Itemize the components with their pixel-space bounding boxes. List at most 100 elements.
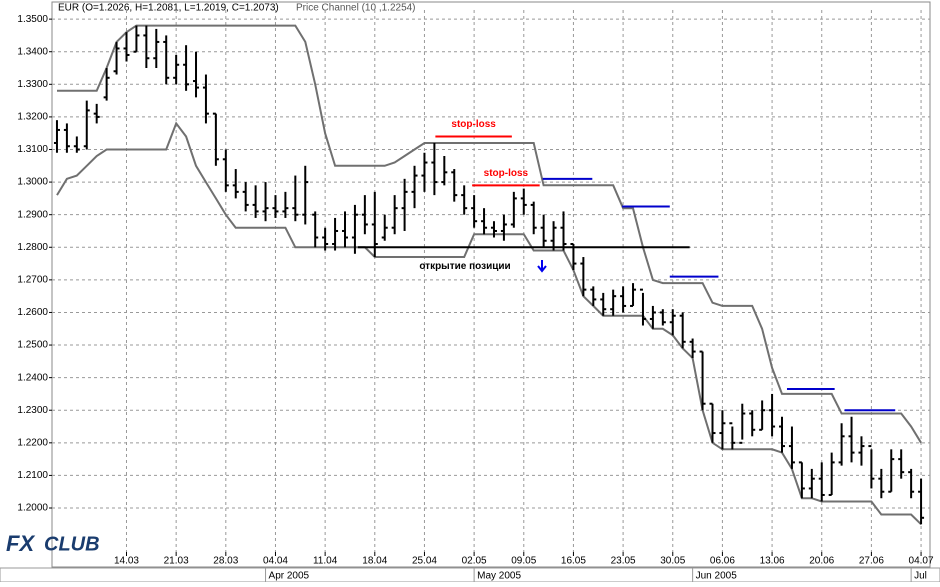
ohlc-bar xyxy=(610,289,617,316)
ohlc-bar xyxy=(888,449,895,493)
ohlc-bar xyxy=(798,461,805,499)
ohlc-bar xyxy=(312,211,319,248)
annotation-label: stop-loss xyxy=(484,168,529,179)
ohlc-bar xyxy=(858,436,865,466)
ohlc-bar xyxy=(510,191,517,228)
ohlc-bar xyxy=(441,156,448,186)
ohlc-bar xyxy=(600,292,607,316)
y-tick-label: 1.2800 xyxy=(17,242,48,253)
annotation-label: открытие позиции xyxy=(419,261,510,272)
ohlc-bar xyxy=(242,182,249,212)
ohlc-bar xyxy=(411,165,418,209)
x-tick-label: 02.05 xyxy=(462,556,487,567)
y-tick-label: 1.2000 xyxy=(17,503,48,514)
ohlc-bar xyxy=(481,208,488,235)
ohlc-bar xyxy=(769,393,776,437)
ohlc-bar xyxy=(570,243,577,271)
y-tick-label: 1.3100 xyxy=(17,144,48,155)
ohlc-bar xyxy=(540,214,547,248)
month-label: May 2005 xyxy=(477,571,521,582)
y-tick-label: 1.3200 xyxy=(17,112,48,123)
month-label: Jul xyxy=(914,571,927,582)
ohlc-bar xyxy=(183,45,190,91)
ohlc-bar xyxy=(262,182,269,222)
ohlc-bar xyxy=(113,41,120,75)
ohlc-bar xyxy=(898,449,905,479)
ohlc-bar xyxy=(272,195,279,218)
y-tick-label: 1.2600 xyxy=(17,307,48,318)
ohlc-bar xyxy=(63,123,70,153)
ohlc-bar xyxy=(292,175,299,222)
ohlc-bar xyxy=(520,188,527,215)
ohlc-bar xyxy=(222,149,229,192)
y-tick-label: 1.2500 xyxy=(17,340,48,351)
ohlc-bar xyxy=(163,35,170,85)
x-tick-label: 30.05 xyxy=(660,556,685,567)
ohlc-bar xyxy=(689,338,696,359)
ohlc-bar xyxy=(878,468,885,499)
ohlc-bar xyxy=(332,217,339,251)
ohlc-bar xyxy=(620,286,627,313)
ohlc-bar xyxy=(639,288,646,326)
y-tick-label: 1.2200 xyxy=(17,437,48,448)
x-tick-label: 14.03 xyxy=(114,556,139,567)
month-label: Apr 2005 xyxy=(269,571,310,582)
ohlc-bar xyxy=(451,169,458,202)
ohlc-bar xyxy=(302,165,309,225)
ohlc-bar xyxy=(381,214,388,241)
ohlc-bar xyxy=(361,195,368,235)
month-bar xyxy=(0,567,940,583)
ohlc-bar xyxy=(500,214,507,241)
sell-arrow xyxy=(537,260,547,273)
ohlc-bar xyxy=(918,478,925,525)
ohlc-bar xyxy=(490,221,497,238)
ohlc-bar xyxy=(659,309,666,326)
ohlc-bar xyxy=(828,452,835,496)
ohlc-bar xyxy=(212,112,219,166)
ohlc-bar xyxy=(173,54,180,85)
y-tick-label: 1.3400 xyxy=(17,46,48,57)
ohlc-bar xyxy=(818,462,825,502)
x-tick-label: 20.06 xyxy=(809,556,834,567)
ohlc-bar xyxy=(679,312,686,349)
ohlc-bar xyxy=(848,416,855,463)
ohlc-bar xyxy=(729,422,736,450)
y-tick-label: 1.3500 xyxy=(17,14,48,25)
ohlc-bar xyxy=(431,142,438,196)
logo-right: CLUB xyxy=(44,533,100,555)
x-tick-label: 18.04 xyxy=(362,556,387,567)
x-tick-label: 11.04 xyxy=(313,556,338,567)
x-tick-label: 06.06 xyxy=(710,556,735,567)
x-tick-label: 27.06 xyxy=(859,556,884,567)
ohlc-bar xyxy=(391,195,398,235)
x-tick-label: 23.05 xyxy=(611,556,636,567)
channel-upper xyxy=(57,24,922,444)
ohlc-bar xyxy=(401,178,408,231)
ohlc-bar xyxy=(193,51,200,98)
ohlc-bar xyxy=(341,211,348,248)
ohlc-bar xyxy=(838,423,845,466)
y-tick-label: 1.2700 xyxy=(17,275,48,286)
x-tick-label: 04.04 xyxy=(263,556,288,567)
ohlc-bar xyxy=(630,283,637,307)
ohlc-bar xyxy=(580,257,587,297)
ohlc-bar xyxy=(282,191,289,218)
ohlc-bar xyxy=(103,68,110,101)
ohlc-bar xyxy=(788,426,795,469)
logo: FX CLUB xyxy=(6,531,100,556)
x-tick-label: 21.03 xyxy=(164,556,189,567)
ohlc-bar xyxy=(550,221,557,251)
ohlc-bar xyxy=(908,468,915,499)
ohlc-bar xyxy=(461,185,468,215)
ohlc-bar xyxy=(371,191,378,258)
ohlc-bar xyxy=(530,201,537,235)
logo-left: FX xyxy=(6,531,35,556)
y-tick-label: 1.2900 xyxy=(17,209,48,220)
ohlc-bar xyxy=(759,400,766,431)
ohlc-bar xyxy=(779,416,786,453)
y-tick-label: 1.3300 xyxy=(17,79,48,90)
x-tick-label: 09.05 xyxy=(511,556,536,567)
x-tick-label: 04.07 xyxy=(909,556,934,567)
